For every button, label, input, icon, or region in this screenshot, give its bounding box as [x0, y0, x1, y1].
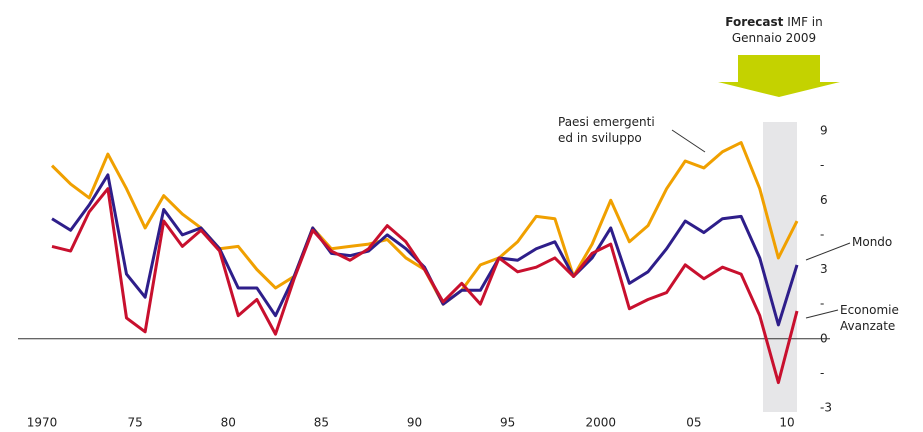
- x-tick-label: 10: [779, 416, 794, 430]
- x-tick-label: 95: [500, 416, 515, 430]
- y-tick-label: -: [820, 297, 824, 311]
- forecast-annotation: Forecast IMF in Gennaio 2009: [714, 14, 834, 46]
- series-label: Paesi emergenti ed in sviluppo: [558, 115, 655, 145]
- y-tick-label: -3: [820, 401, 832, 415]
- y-tick-label: 3: [820, 262, 828, 276]
- forecast-band: [763, 122, 797, 412]
- annotation-bold: Forecast: [725, 15, 784, 29]
- leader-line: [805, 242, 851, 261]
- y-tick-label: -: [820, 227, 824, 241]
- series-label: Economie Avanzate: [840, 303, 899, 333]
- leader-line: [671, 129, 706, 153]
- y-tick-label: -: [820, 158, 824, 172]
- forecast-arrow: [718, 55, 840, 97]
- x-tick-label: 80: [221, 416, 236, 430]
- y-tick-label: 6: [820, 193, 828, 207]
- x-tick-label: 90: [407, 416, 422, 430]
- y-tick-label: 9: [820, 124, 828, 138]
- leader-line: [805, 309, 839, 319]
- x-tick-label: 05: [686, 416, 701, 430]
- y-tick-label: -: [820, 366, 824, 380]
- series-line: [51, 187, 799, 385]
- series-label: Mondo: [852, 235, 893, 249]
- x-tick-label: 85: [314, 416, 329, 430]
- x-tick-label: 1970: [27, 416, 58, 430]
- x-tick-label: 75: [127, 416, 142, 430]
- annotation-text: IMF in Gennaio 2009: [731, 15, 823, 45]
- x-tick-label: 2000: [585, 416, 616, 430]
